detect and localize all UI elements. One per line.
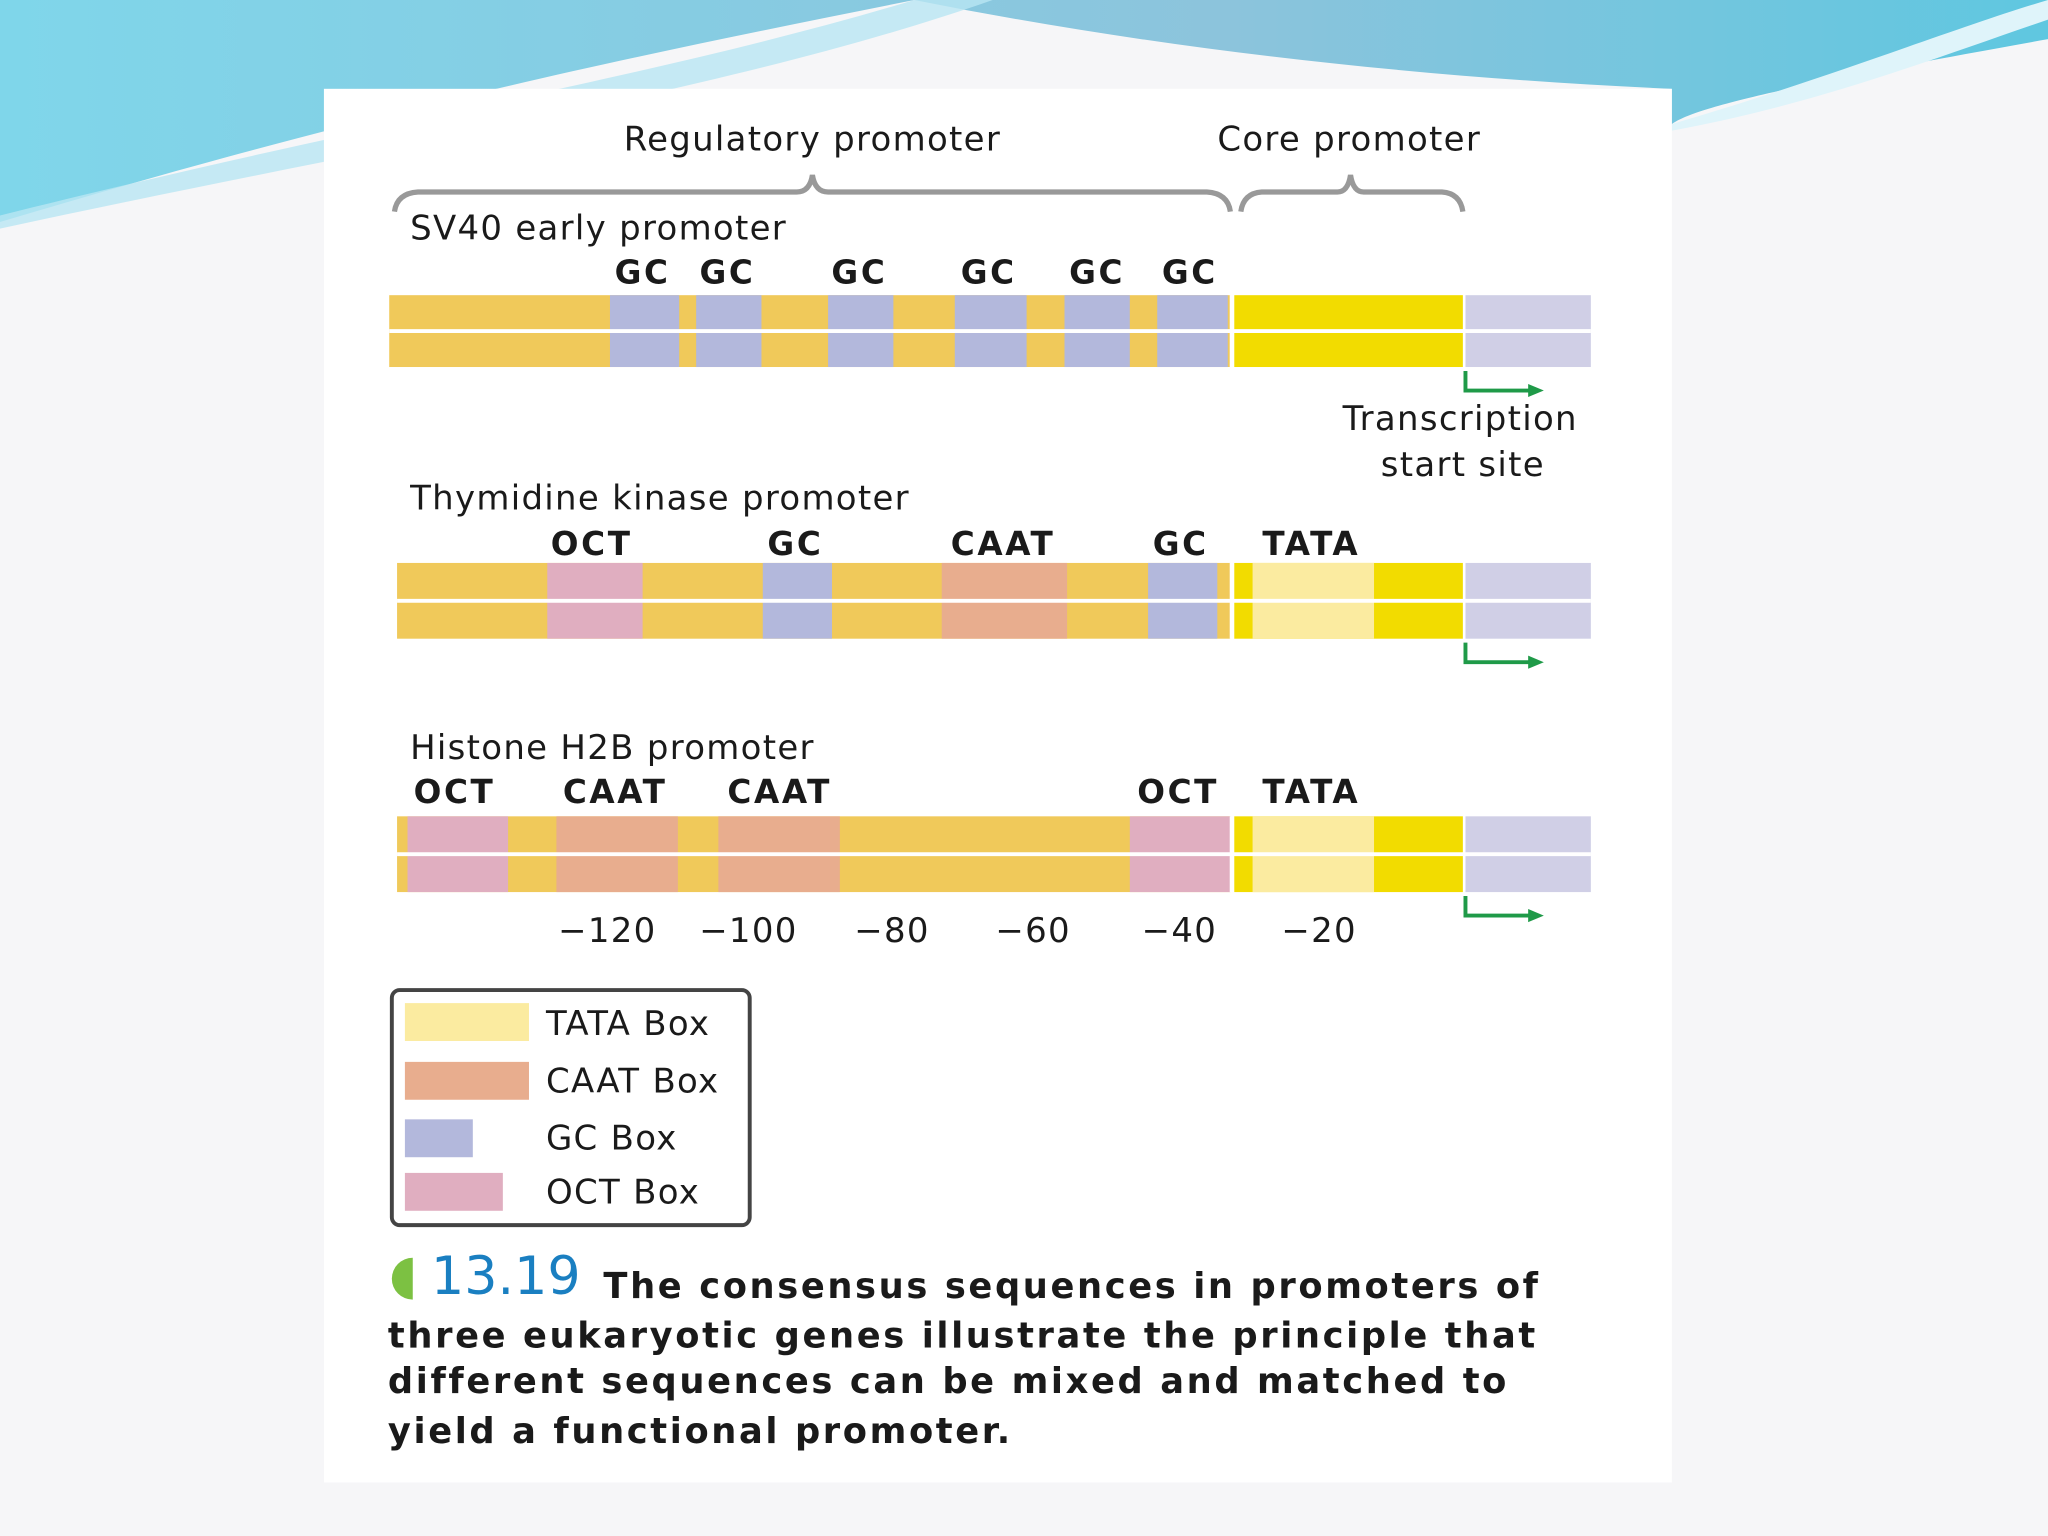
element-label: GC	[1153, 525, 1209, 563]
element-label: GC	[700, 253, 756, 291]
element-label: OCT	[551, 525, 633, 563]
element-label: OCT	[1137, 773, 1219, 811]
element-label: GC	[767, 525, 823, 563]
arrow-head	[1528, 655, 1544, 669]
region-label: Regulatory promoter	[624, 120, 1001, 160]
element-label: GC	[831, 253, 887, 291]
element-label: TATA	[1262, 773, 1360, 811]
element-label: CAAT	[951, 525, 1056, 563]
promoter-name: SV40 early promoter	[410, 208, 787, 248]
element-label: GC	[1162, 253, 1218, 291]
position-label: −80	[854, 911, 930, 951]
legend-swatch	[404, 1119, 473, 1158]
caption-icon	[391, 1257, 413, 1300]
swoosh	[1671, 0, 2048, 131]
swoosh	[0, 0, 2048, 223]
arrow-head	[1528, 384, 1544, 398]
position-label: −120	[558, 911, 656, 951]
legend-swatch	[404, 1172, 503, 1211]
position-label: −60	[995, 911, 1071, 951]
element-label: OCT	[414, 773, 496, 811]
start-site-label: start site	[1381, 445, 1545, 485]
caption-line: different sequences can be mixed and mat…	[388, 1361, 1509, 1402]
start-arrow	[1463, 895, 1531, 918]
legend-label: OCT Box	[546, 1172, 700, 1212]
legend-label: GC Box	[546, 1119, 678, 1159]
element-label: GC	[1069, 253, 1125, 291]
caption-number: 13.19	[431, 1247, 581, 1307]
brace	[1238, 174, 1466, 213]
legend	[389, 988, 752, 1228]
region-label: Core promoter	[1217, 120, 1481, 160]
position-label: −20	[1281, 911, 1357, 951]
element-label: GC	[615, 253, 671, 291]
position-label: −100	[699, 911, 797, 951]
legend-swatch	[404, 1003, 529, 1041]
start-arrow	[1463, 370, 1531, 393]
brace	[391, 174, 1233, 213]
element-label: CAAT	[563, 773, 668, 811]
legend-label: CAAT Box	[546, 1061, 720, 1101]
promoter-name: Histone H2B promoter	[410, 728, 815, 768]
legend-label: TATA Box	[545, 1004, 710, 1044]
caption-line: The consensus sequences in promoters of	[603, 1266, 1540, 1307]
position-label: −40	[1142, 911, 1218, 951]
element-label: GC	[961, 253, 1017, 291]
start-site-label: Transcription	[1342, 399, 1578, 439]
caption-line: yield a functional promoter.	[388, 1411, 1013, 1452]
element-label: CAAT	[727, 773, 832, 811]
start-arrow	[1463, 642, 1531, 665]
legend-swatch	[404, 1061, 529, 1100]
element-label: TATA	[1262, 525, 1360, 563]
arrow-head	[1528, 909, 1544, 923]
caption-line: three eukaryotic genes illustrate the pr…	[388, 1315, 1538, 1356]
promoter-name: Thymidine kinase promoter	[409, 479, 910, 519]
